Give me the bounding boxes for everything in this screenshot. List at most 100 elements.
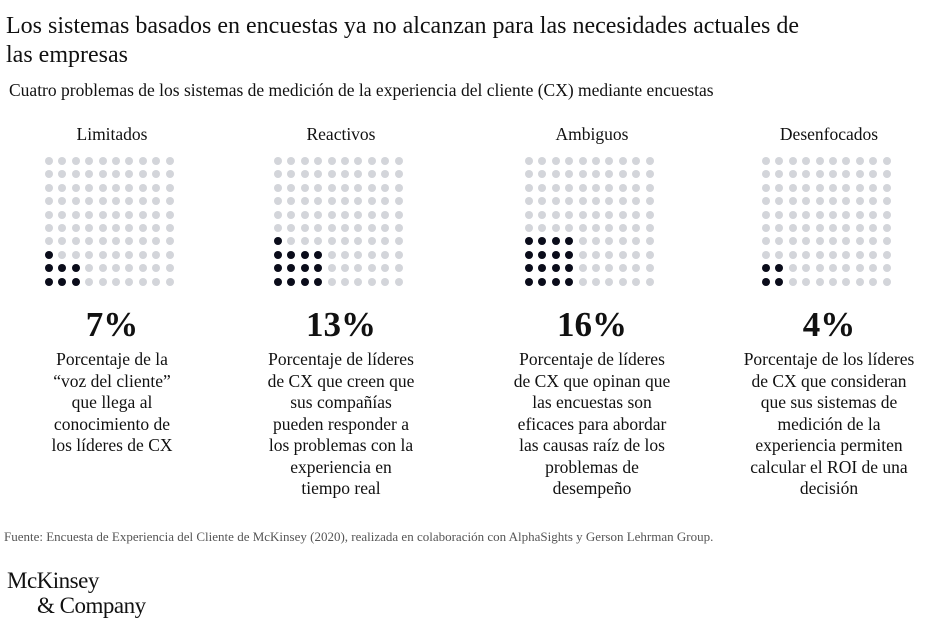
- category-label: Desenfocados: [779, 124, 879, 144]
- dot-empty: [802, 170, 811, 179]
- dot-empty: [538, 224, 547, 232]
- dot-filled: [762, 264, 770, 273]
- dot-empty: [842, 157, 851, 165]
- dot-empty: [85, 277, 94, 286]
- dot-empty: [45, 157, 53, 165]
- dot-empty: [287, 224, 296, 232]
- dot-empty: [842, 197, 851, 206]
- dot-empty: [58, 237, 67, 246]
- dot-empty: [341, 157, 349, 165]
- description: Porcentaje de líderes de CX que creen que…: [221, 349, 461, 500]
- dot-empty: [354, 277, 363, 286]
- dot-empty: [829, 197, 837, 206]
- source-note: Fuente: Encuesta de Experiencia del Clie…: [4, 529, 714, 544]
- description-line: decisión: [799, 478, 859, 498]
- dot-empty: [815, 264, 824, 273]
- dot-empty: [842, 224, 851, 232]
- dot-empty: [525, 210, 533, 219]
- dot-empty: [381, 197, 390, 206]
- category-label: Ambiguos: [555, 124, 629, 144]
- dot-empty: [802, 157, 811, 165]
- dot-empty: [98, 183, 107, 192]
- dot-empty: [855, 157, 864, 165]
- dot-empty: [802, 264, 811, 273]
- dot-empty: [98, 157, 107, 165]
- dot-empty: [112, 237, 120, 246]
- dot-empty: [869, 277, 878, 286]
- dot-empty: [327, 237, 336, 246]
- dot-empty: [138, 224, 147, 232]
- dot-empty: [842, 277, 851, 286]
- dot-empty: [605, 264, 614, 273]
- dot-empty: [605, 237, 614, 246]
- dot-empty: [788, 157, 797, 165]
- dot-empty: [565, 157, 574, 165]
- dot-empty: [578, 250, 587, 259]
- dot-filled: [45, 277, 53, 286]
- dot-empty: [882, 224, 891, 232]
- dot-empty: [125, 157, 134, 165]
- dot-empty: [632, 210, 641, 219]
- dot-empty: [152, 170, 161, 179]
- dot-empty: [618, 197, 627, 206]
- dot-empty: [125, 183, 134, 192]
- dot-empty: [538, 157, 547, 165]
- dot-empty: [354, 224, 363, 232]
- dot-empty: [98, 250, 107, 259]
- dot-empty: [802, 250, 811, 259]
- dot-filled: [71, 277, 80, 286]
- dot-empty: [551, 197, 560, 206]
- description-line: experiencia en: [290, 456, 392, 477]
- dot-empty: [775, 224, 784, 232]
- dot-empty: [394, 277, 403, 286]
- dot-filled: [538, 237, 547, 246]
- dot-empty: [525, 170, 533, 179]
- dot-empty: [85, 157, 94, 165]
- dot-empty: [287, 170, 296, 179]
- dot-empty: [165, 197, 174, 206]
- dot-filled: [525, 237, 533, 246]
- dot-empty: [605, 224, 614, 232]
- dot-empty: [855, 224, 864, 232]
- dot-empty: [300, 237, 309, 246]
- dot-empty: [842, 264, 851, 273]
- dot-filled: [274, 237, 282, 246]
- dot-empty: [165, 170, 174, 179]
- dot-empty: [605, 250, 614, 259]
- dot-empty: [578, 237, 587, 246]
- dot-filled: [45, 250, 53, 259]
- dot-empty: [815, 237, 824, 246]
- dot-empty: [314, 224, 323, 232]
- description-line: problemas de: [545, 456, 639, 477]
- percent-label: 7%: [85, 305, 139, 344]
- dot-empty: [98, 237, 107, 246]
- dot-empty: [341, 224, 349, 232]
- dot-empty: [152, 237, 161, 246]
- dot-empty: [367, 237, 376, 246]
- dot-empty: [327, 170, 336, 179]
- dot-empty: [815, 157, 824, 165]
- dot-filled: [314, 277, 323, 286]
- dot-filled: [314, 250, 323, 259]
- dot-filled: [551, 264, 560, 273]
- dot-empty: [842, 237, 851, 246]
- dot-empty: [341, 250, 349, 259]
- dot-empty: [551, 157, 560, 165]
- dot-empty: [788, 237, 797, 246]
- dot-empty: [829, 224, 837, 232]
- dot-empty: [842, 170, 851, 179]
- dot-filled: [287, 277, 296, 286]
- dot-empty: [274, 210, 282, 219]
- dot-empty: [802, 237, 811, 246]
- dot-empty: [869, 224, 878, 232]
- dot-empty: [71, 183, 80, 192]
- dot-empty: [762, 157, 770, 165]
- logo-line-2: & Company: [37, 593, 146, 618]
- dot-empty: [632, 264, 641, 273]
- dot-empty: [327, 210, 336, 219]
- dot-empty: [802, 183, 811, 192]
- dot-empty: [815, 224, 824, 232]
- dot-empty: [341, 277, 349, 286]
- dot-empty: [152, 183, 161, 192]
- category-label: Limitados: [76, 124, 148, 144]
